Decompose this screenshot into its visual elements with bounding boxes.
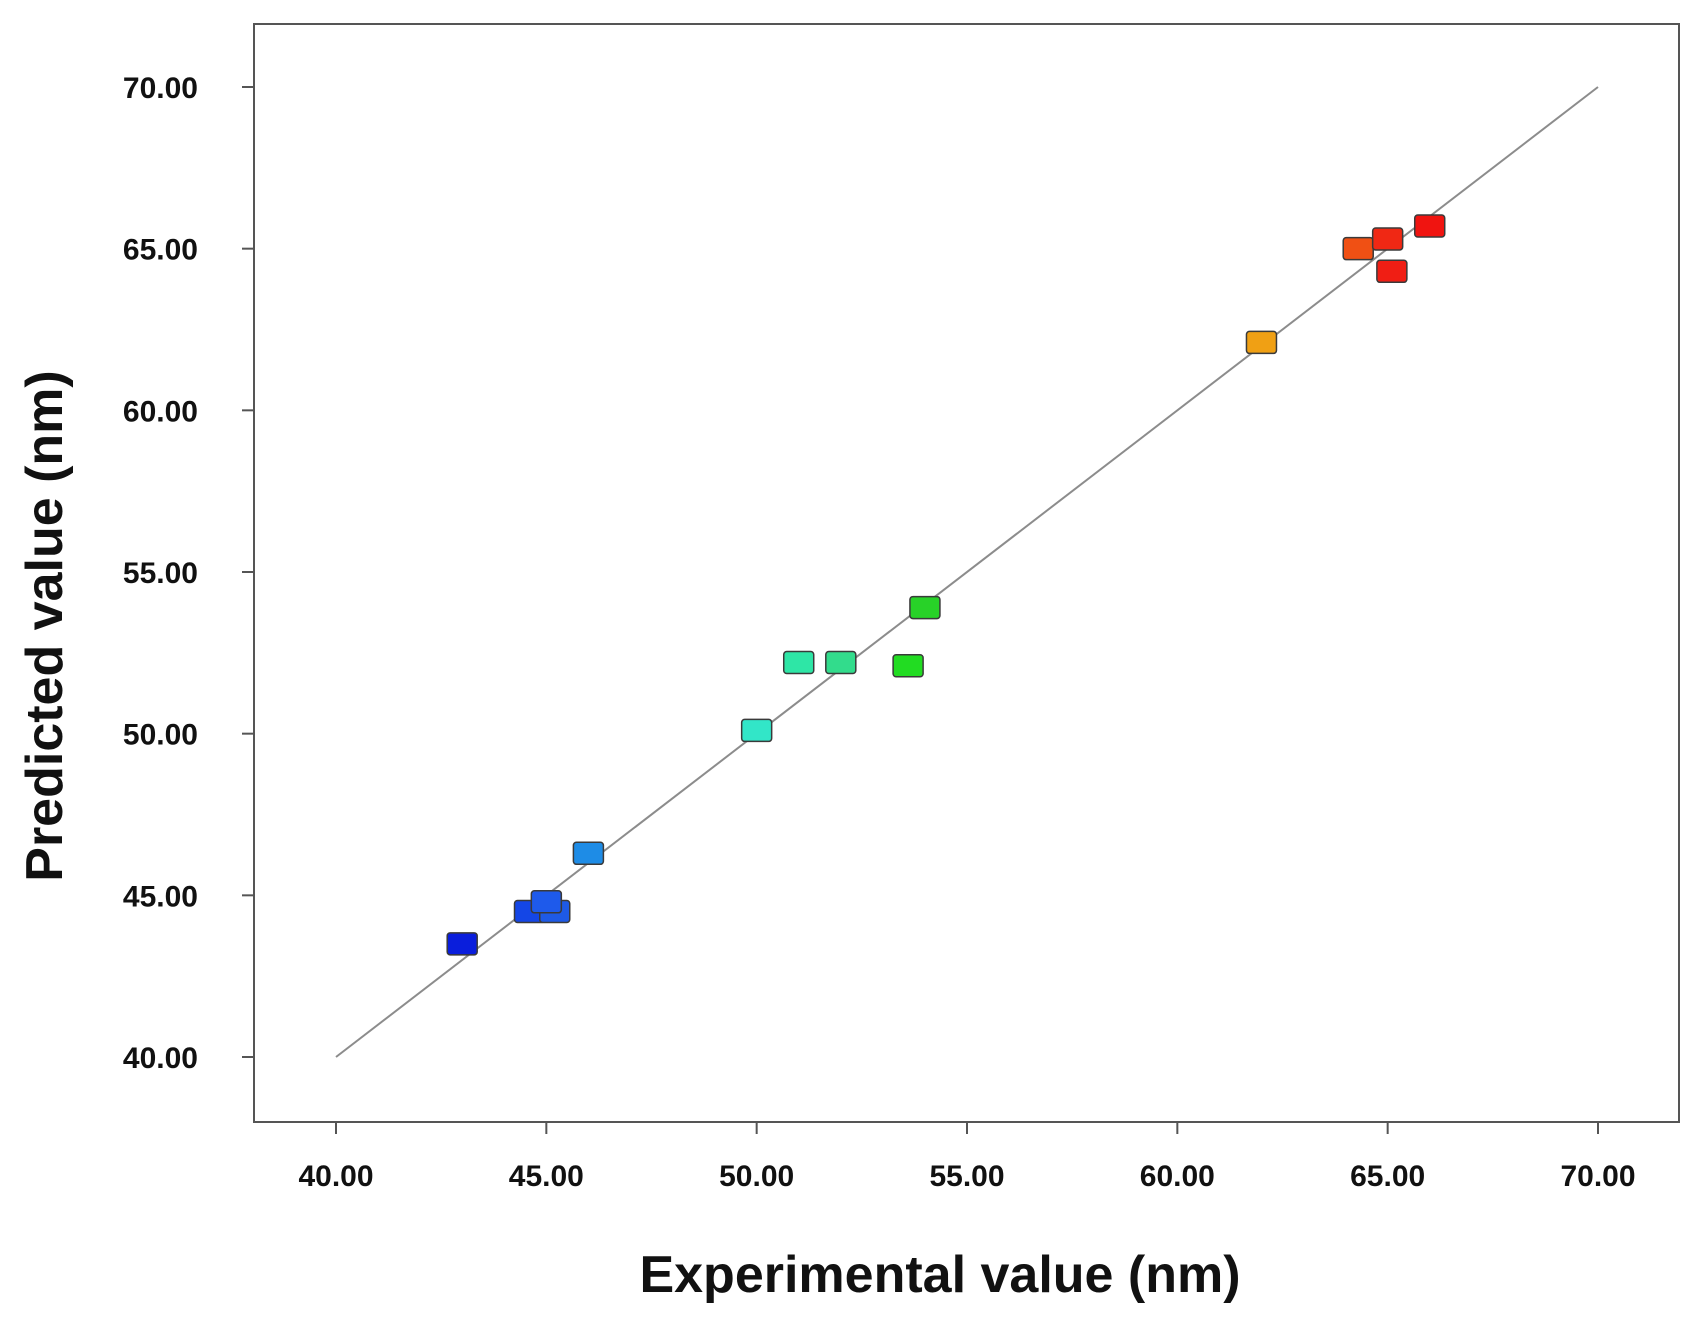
y-tick-label: 65.00: [123, 234, 198, 267]
data-point-12: [1342, 236, 1374, 261]
data-points: [446, 214, 1446, 956]
x-tick-label: 45.00: [509, 1160, 584, 1193]
data-point-15: [1413, 214, 1446, 238]
data-point-1: [446, 932, 478, 956]
data-point-9: [892, 654, 924, 678]
data-point-4: [530, 890, 563, 914]
x-axis-title: Experimental value (nm): [639, 1246, 1240, 1304]
y-tick-label: 55.00: [123, 557, 198, 590]
y-tick-label: 45.00: [123, 880, 198, 913]
data-point-6: [740, 718, 773, 743]
y-tick-label: 40.00: [123, 1042, 198, 1075]
x-tick-label: 55.00: [929, 1160, 1004, 1193]
data-point-14: [1376, 259, 1408, 284]
y-axis-title: Predicted value (nm): [16, 370, 74, 881]
data-point-11: [1245, 330, 1278, 355]
x-tick-label: 70.00: [1560, 1160, 1635, 1193]
data-point-8: [825, 650, 857, 675]
data-point-10: [909, 595, 941, 620]
data-point-13: [1371, 227, 1404, 251]
y-tick-label: 60.00: [123, 395, 198, 428]
x-tick-label: 65.00: [1350, 1160, 1425, 1193]
data-point-7: [782, 650, 815, 675]
x-tick-label: 40.00: [298, 1160, 373, 1193]
x-tick-label: 60.00: [1140, 1160, 1215, 1193]
y-axis-ticks: 40.00 45.00 50.00 55.00 60.00 65.00 70.00: [123, 72, 254, 1075]
y-tick-label: 50.00: [123, 719, 198, 752]
x-tick-label: 50.00: [719, 1160, 794, 1193]
data-point-5: [572, 841, 605, 866]
y-tick-label: 70.00: [123, 72, 198, 105]
x-axis-ticks: 40.00 45.00 50.00 55.00 60.00 65.00 70.00: [298, 1122, 1636, 1193]
